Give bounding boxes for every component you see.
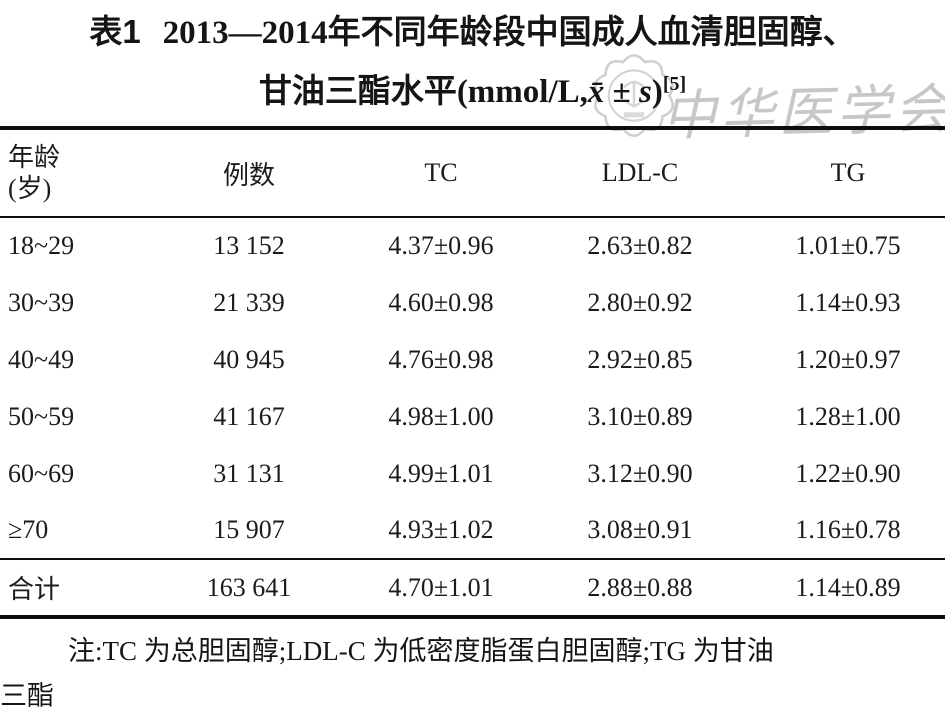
cell-tc: 4.60±0.98	[388, 287, 494, 317]
cell-age: 18~29	[8, 231, 75, 260]
footnote-line1: 注:TC 为总胆固醇;LDL-C 为低密度脂蛋白胆固醇;TG 为甘油	[68, 636, 774, 666]
cell-age: ≥70	[8, 515, 49, 544]
column-header-tc: TC	[424, 158, 458, 187]
cell-tg-total: 1.14±0.89	[795, 572, 901, 602]
cell-n-total: 163 641	[206, 572, 292, 602]
cell-tg: 1.14±0.93	[795, 287, 901, 317]
cell-ldl-c: 2.80±0.92	[587, 287, 693, 317]
caption-text-line1: 2013—2014年不同年龄段中国成人血清胆固醇、	[162, 15, 856, 51]
cell-tg: 1.20±0.97	[795, 344, 901, 374]
stat-s: s	[639, 74, 652, 110]
cell-n: 13 152	[213, 231, 285, 260]
cell-tc: 4.37±0.96	[388, 231, 494, 260]
cell-tg: 1.22±0.90	[795, 458, 901, 488]
cell-tg: 1.16±0.78	[795, 515, 901, 544]
cell-tc: 4.76±0.98	[388, 344, 494, 374]
cell-ldl-c: 2.63±0.82	[587, 231, 693, 260]
cell-age: 50~59	[8, 401, 75, 431]
column-header-age: 年龄 (岁)	[8, 143, 61, 203]
cell-n: 40 945	[213, 344, 285, 374]
caption-text-line2: 甘油三酯水平(mmol/L,	[258, 74, 588, 110]
cell-ldl-c: 3.08±0.91	[587, 515, 693, 544]
table-row: 18~29 13 152 4.37±0.96 2.63±0.82 1.01±0.…	[0, 217, 945, 274]
caption-close-paren: )	[651, 74, 663, 110]
total-row: 合计 163 641 4.70±1.01 2.88±0.88 1.14±0.89	[0, 559, 945, 617]
cell-n: 41 167	[213, 401, 285, 431]
stat-plusminus: ±	[604, 74, 640, 110]
cell-ldl-c: 3.12±0.90	[587, 458, 693, 488]
column-header-n: 例数	[222, 160, 275, 190]
cell-tc-total: 4.70±1.01	[388, 572, 494, 602]
citation-ref: [5]	[662, 73, 687, 95]
table-row: 60~69 31 131 4.99±1.01 3.12±0.90 1.22±0.…	[0, 445, 945, 502]
cell-age: 30~39	[8, 287, 75, 317]
table-number: 表1	[89, 13, 141, 50]
table-caption: 表1 2013—2014年不同年龄段中国成人血清胆固醇、 甘油三酯水平(mmol/…	[0, 0, 945, 118]
table-row: 50~59 41 167 4.98±1.00 3.10±0.89 1.28±1.…	[0, 388, 945, 445]
cell-tg: 1.28±1.00	[795, 401, 901, 431]
cell-n: 15 907	[213, 515, 285, 544]
column-header-tg: TG	[830, 158, 866, 187]
caption-line2: 甘油三酯水平(mmol/L,x̄ ± s)[5]	[0, 59, 945, 118]
header-row: 年龄 (岁) 例数 TC LDL-C TG	[0, 128, 945, 217]
cell-tc: 4.98±1.00	[388, 401, 494, 431]
cell-ldl-c-total: 2.88±0.88	[587, 572, 693, 602]
cell-tc: 4.99±1.01	[388, 458, 494, 488]
cell-ldl-c: 3.10±0.89	[587, 401, 693, 431]
cell-age: 60~69	[8, 458, 75, 488]
cell-ldl-c: 2.92±0.85	[587, 344, 693, 374]
cell-n: 21 339	[213, 287, 285, 317]
cell-tc: 4.93±1.02	[388, 515, 494, 544]
cell-age: 40~49	[8, 344, 75, 374]
cell-n: 31 131	[213, 458, 285, 488]
table-row: ≥70 15 907 4.93±1.02 3.08±0.91 1.16±0.78	[0, 502, 945, 559]
footnote-line2: 三酯	[0, 681, 54, 711]
lipid-levels-table: 年龄 (岁) 例数 TC LDL-C TG 18~29 13 152 4.37±…	[0, 126, 945, 619]
cell-tg: 1.01±0.75	[795, 231, 901, 260]
table-footnote: 注:TC 为总胆固醇;LDL-C 为低密度脂蛋白胆固醇;TG 为甘油 三酯	[0, 629, 945, 719]
caption-line1: 表1 2013—2014年不同年龄段中国成人血清胆固醇、	[0, 6, 945, 59]
column-header-ldl-c: LDL-C	[601, 158, 679, 187]
table-row: 30~39 21 339 4.60±0.98 2.80±0.92 1.14±0.…	[0, 274, 945, 331]
table-row: 40~49 40 945 4.76±0.98 2.92±0.85 1.20±0.…	[0, 331, 945, 388]
stat-xbar: x̄	[587, 74, 605, 110]
cell-age-total: 合计	[8, 575, 61, 604]
